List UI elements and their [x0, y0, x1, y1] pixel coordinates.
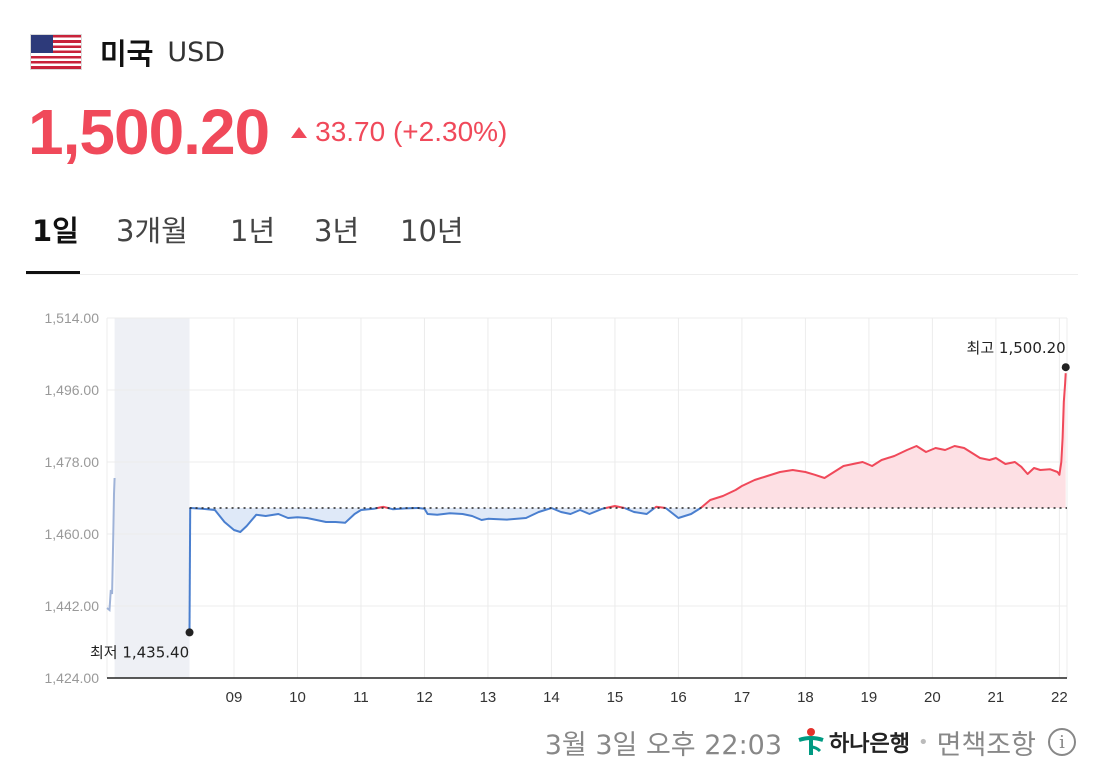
x-tick-label: 22 [1051, 689, 1068, 706]
up-series-line [700, 373, 1067, 509]
tab-1d[interactable]: 1일 [32, 214, 79, 248]
x-tick-label: 15 [607, 689, 624, 706]
price-change: 33.70 (+2.30%) [315, 116, 508, 147]
us-flag-icon [30, 34, 82, 70]
down-area-fill [190, 508, 378, 532]
x-tick-label: 10 [289, 689, 306, 706]
low-annotation: 최저 1,435.40 [90, 643, 189, 661]
moon-icon [164, 687, 172, 703]
down-series-line [551, 507, 607, 515]
x-tick-label: 16 [670, 689, 687, 706]
y-tick-label: 1,478.00 [45, 454, 100, 470]
info-icon[interactable]: i [1048, 728, 1076, 756]
x-tick-label: 17 [734, 689, 751, 706]
down-series-line [387, 507, 419, 511]
timestamp: 3월 3일 오후 22:03 [544, 729, 783, 761]
header: 미국 USD [30, 30, 225, 74]
x-tick-label: 21 [988, 689, 1005, 706]
triangle-up-icon [291, 126, 308, 138]
tab-1y[interactable]: 1년 [230, 214, 276, 248]
x-tick-label: 14 [543, 689, 560, 706]
tab-3m[interactable]: 3개월 [116, 214, 188, 248]
active-tab-indicator [26, 271, 80, 274]
down-area-fill [665, 508, 701, 518]
footer: 3월 3일 오후 22:03 하나은행 • 면책조항 i [545, 722, 1076, 762]
y-tick-label: 1,442.00 [45, 598, 100, 614]
down-series-line [190, 507, 378, 533]
hana-bank-logo-icon [798, 728, 824, 755]
x-tick-label: 09 [226, 689, 243, 706]
y-tick-label: 1,514.00 [45, 310, 100, 326]
high-annotation: 최고 1,500.20 [967, 339, 1066, 357]
tab-3y[interactable]: 3년 [314, 214, 360, 248]
period-tabs: 1일 3개월 1년 3년 10년 [26, 200, 1078, 275]
down-series-line [417, 507, 552, 521]
x-tick-label: 20 [924, 689, 941, 706]
down-series-line [665, 507, 702, 519]
price-row: 1,500.20 33.70 (+2.30%) [28, 92, 507, 172]
bank-name: 하나은행 [829, 732, 910, 757]
currency-code: USD [167, 36, 226, 68]
overnight-shade [114, 318, 190, 678]
down-series-line [624, 507, 656, 515]
x-tick-label: 18 [797, 689, 814, 706]
x-tick-label: 11 [353, 689, 369, 706]
country-name: 미국 [100, 37, 154, 71]
y-tick-label: 1,496.00 [45, 382, 100, 398]
x-tick-label: 13 [480, 689, 497, 706]
up-series-line [653, 505, 666, 509]
up-series-line [377, 505, 389, 509]
separator-dot: • [918, 731, 929, 753]
disclaimer-link[interactable]: 면책조항 [936, 729, 1036, 761]
down-series-line [188, 507, 192, 633]
low-point-marker [185, 628, 194, 637]
x-tick-label: 19 [861, 689, 878, 706]
y-tick-label: 1,424.00 [45, 670, 100, 686]
high-point-marker [1061, 363, 1070, 372]
x-tick-label: 12 [416, 689, 433, 706]
exchange-rate-chart[interactable]: 1,514.00 1,496.00 1,478.00 1,460.00 1,442.00… [0, 290, 1106, 715]
tab-10y[interactable]: 10년 [400, 214, 464, 248]
premarket-line [106, 477, 116, 612]
up-series-line [605, 505, 625, 509]
y-tick-label: 1,460.00 [45, 526, 100, 542]
up-area-fill [700, 373, 1066, 508]
current-price: 1,500.20 [28, 96, 270, 168]
down-area-fill [418, 508, 552, 520]
